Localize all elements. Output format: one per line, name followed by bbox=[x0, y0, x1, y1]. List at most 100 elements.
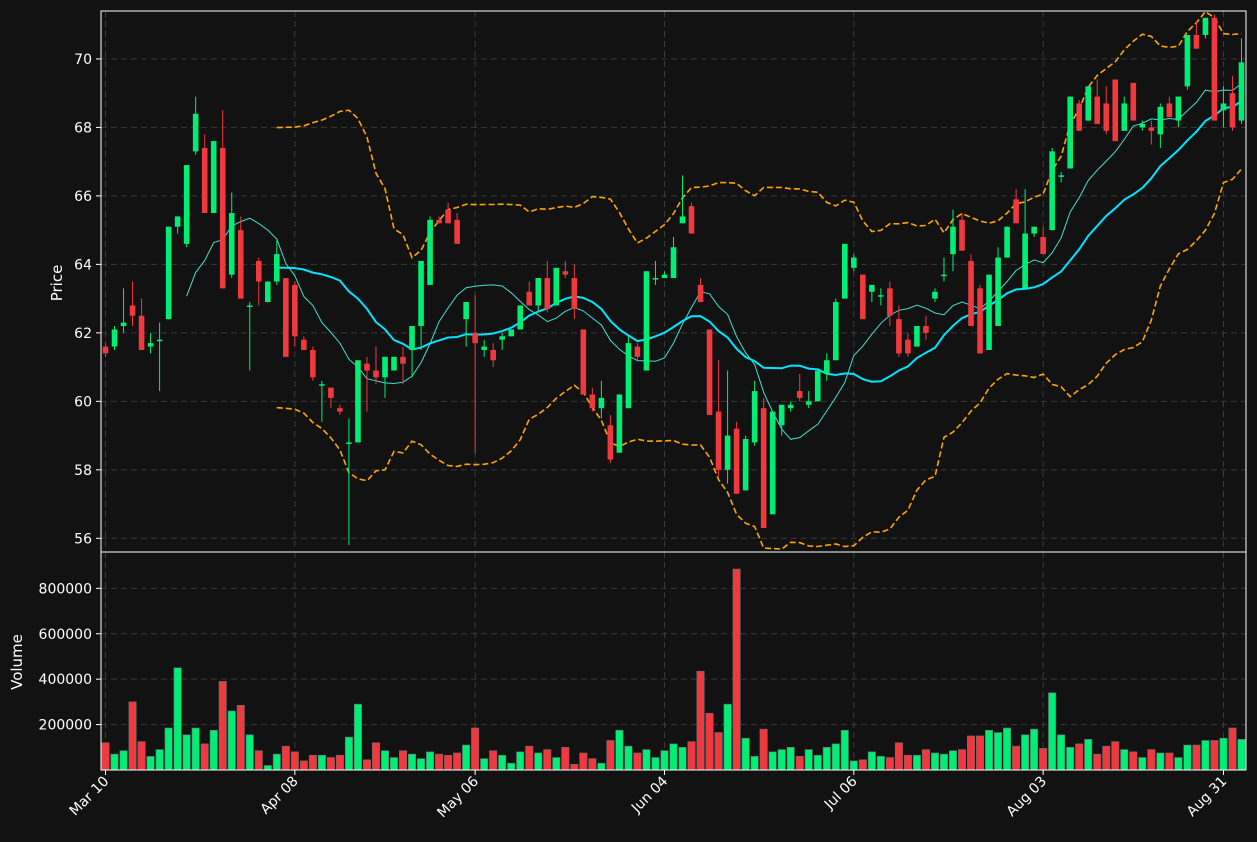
candle-body bbox=[1085, 86, 1092, 121]
volume-bar bbox=[281, 745, 290, 771]
candle-body bbox=[1013, 199, 1019, 224]
volume-bar bbox=[714, 732, 723, 771]
volume-bar bbox=[723, 703, 732, 771]
candle-body bbox=[724, 435, 731, 470]
candle-body bbox=[842, 243, 848, 299]
volume-bar bbox=[876, 756, 885, 771]
candle-body bbox=[643, 271, 650, 371]
volume-bar bbox=[1192, 744, 1201, 771]
candle-body bbox=[571, 278, 578, 309]
candle-body bbox=[986, 274, 992, 350]
candle-body bbox=[409, 326, 415, 350]
volume-tick-label: 400000 bbox=[39, 672, 92, 688]
candle-body bbox=[796, 391, 803, 398]
candle-body bbox=[941, 274, 947, 277]
volume-bar bbox=[516, 751, 525, 771]
volume-bar bbox=[696, 670, 705, 771]
volume-bar bbox=[1012, 745, 1021, 771]
candle-body bbox=[634, 346, 641, 357]
candle-body bbox=[1166, 103, 1173, 118]
volume-bar bbox=[976, 735, 985, 771]
volume-bar bbox=[1057, 734, 1066, 771]
candle-body bbox=[544, 278, 551, 309]
volume-bar bbox=[1156, 752, 1165, 771]
candle-body bbox=[1202, 17, 1209, 35]
candle-body bbox=[391, 356, 397, 371]
candle-body bbox=[337, 408, 343, 412]
volume-bar bbox=[858, 759, 867, 771]
candle-body bbox=[589, 394, 596, 409]
volume-bar bbox=[795, 756, 804, 771]
volume-bar bbox=[462, 744, 471, 771]
volume-bar bbox=[146, 756, 155, 771]
volume-tick-label: 200000 bbox=[39, 718, 92, 734]
volume-bar bbox=[570, 764, 579, 771]
volume-bar bbox=[831, 743, 840, 771]
candle-body bbox=[1094, 96, 1101, 124]
panel-frames bbox=[100, 10, 1247, 771]
candle-body bbox=[319, 384, 325, 386]
candle-body bbox=[454, 219, 460, 244]
candle-body bbox=[526, 291, 533, 306]
candle-body bbox=[219, 147, 226, 289]
volume-bar bbox=[894, 742, 903, 771]
volume-bar bbox=[994, 732, 1003, 771]
volume-bar bbox=[200, 743, 209, 771]
candle-body bbox=[814, 370, 821, 402]
volume-bar bbox=[930, 752, 939, 771]
volume-bar bbox=[921, 749, 930, 771]
volume-bar bbox=[732, 568, 741, 771]
candle-body bbox=[616, 394, 623, 453]
volume-bar bbox=[1093, 753, 1102, 771]
volume-bar bbox=[489, 750, 498, 771]
candle-body bbox=[228, 213, 235, 275]
candle-body bbox=[832, 302, 839, 361]
candle-body bbox=[1040, 236, 1046, 255]
volume-bar bbox=[380, 750, 389, 771]
volume-bar bbox=[137, 741, 146, 771]
candle-body bbox=[192, 113, 199, 152]
volume-bar bbox=[1039, 748, 1048, 771]
candle-body bbox=[1130, 82, 1137, 121]
candle-body bbox=[977, 288, 983, 354]
candle-body bbox=[355, 360, 361, 443]
candle-body bbox=[508, 329, 515, 337]
candle-body bbox=[472, 332, 478, 344]
candle-body bbox=[102, 346, 109, 354]
candle-body bbox=[923, 326, 929, 333]
candle-body bbox=[1193, 34, 1200, 49]
volume-bar bbox=[1129, 751, 1138, 771]
candle-body bbox=[679, 216, 686, 224]
volume-bar bbox=[777, 749, 786, 771]
volume-tick-label: 600000 bbox=[39, 627, 92, 643]
candle-body bbox=[1004, 226, 1010, 258]
volume-bar bbox=[299, 760, 308, 771]
volume-bar bbox=[272, 753, 281, 771]
price-tick-label: 70 bbox=[74, 52, 92, 68]
volume-bar bbox=[759, 728, 768, 771]
volume-bar bbox=[849, 760, 858, 771]
candle-body bbox=[490, 349, 496, 361]
volume-bar bbox=[1201, 740, 1210, 771]
volume-bar bbox=[1174, 757, 1183, 771]
candle-body bbox=[742, 439, 749, 491]
volume-bar bbox=[1165, 752, 1174, 771]
candle-body bbox=[535, 278, 542, 306]
candle-body bbox=[1211, 17, 1218, 121]
candle-body bbox=[823, 360, 830, 374]
volume-bar bbox=[939, 753, 948, 771]
volume-bars bbox=[101, 568, 1246, 771]
volume-bar bbox=[182, 734, 191, 771]
candle-body bbox=[138, 315, 145, 350]
volume-bar bbox=[335, 754, 344, 771]
candle-body bbox=[1067, 96, 1073, 169]
volume-bar bbox=[543, 749, 552, 771]
volume-bar bbox=[687, 741, 696, 771]
candle-body bbox=[878, 295, 884, 297]
volume-bar bbox=[344, 736, 353, 771]
volume-bar bbox=[885, 757, 894, 771]
candle-body bbox=[436, 219, 442, 224]
candle-body bbox=[373, 370, 379, 378]
candle-body bbox=[860, 274, 866, 320]
